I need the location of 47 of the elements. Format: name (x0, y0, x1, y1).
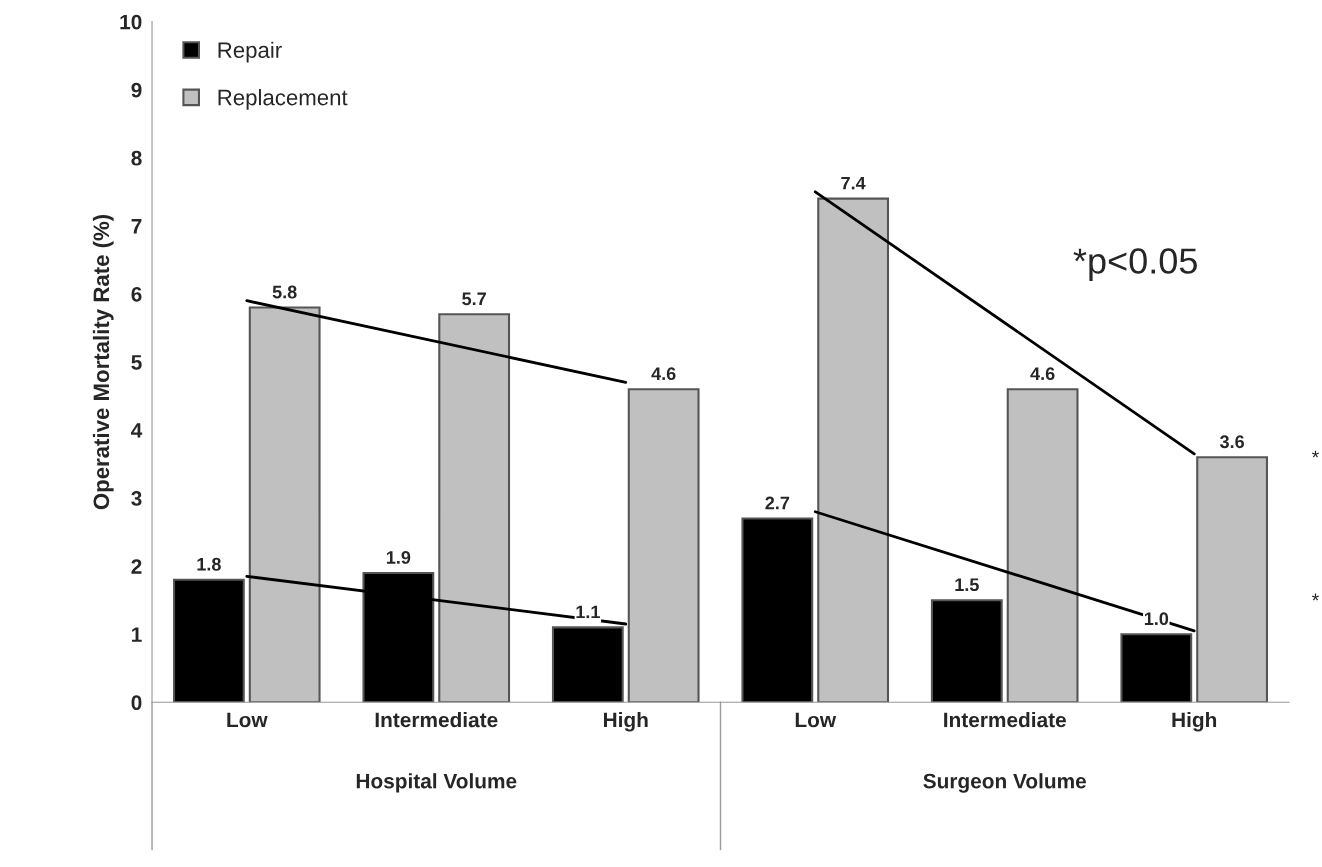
x-axis-title: Hospital Volume (356, 773, 517, 793)
data-label: 5.8 (272, 285, 297, 299)
y-tick-label: 2 (131, 559, 142, 574)
data-label: 1.9 (386, 551, 411, 564)
y-tick-label: 4 (131, 423, 143, 438)
y-tick-label: 9 (131, 82, 142, 98)
bar (248, 306, 321, 703)
bar (1196, 456, 1269, 703)
data-label: 4.6 (1030, 367, 1055, 381)
x-tick-label: Low (227, 712, 268, 728)
y-tick-label: 5 (131, 355, 142, 370)
data-label: 2.7 (765, 496, 790, 510)
bar (930, 599, 1003, 703)
x-tick-label: Intermediate (375, 711, 498, 728)
data-label: 7.4 (841, 176, 866, 190)
y-tick-label: 1 (132, 627, 142, 642)
legend-label: Repair (218, 41, 282, 63)
text: * (1312, 593, 1319, 601)
x-tick-label: Intermediate (944, 711, 1066, 728)
y-tick-label: 3 (131, 491, 142, 506)
legend-label: Replacement (218, 89, 348, 110)
y-tick-label: 6 (131, 286, 142, 302)
data-label: 1.8 (197, 557, 221, 571)
data-label: 1.0 (1144, 612, 1169, 626)
bar (627, 388, 700, 703)
data-label: 5.7 (462, 292, 486, 306)
x-tick-label: High (1172, 711, 1217, 732)
x-tick-label: Low (795, 712, 837, 728)
data-label: 1.5 (955, 578, 979, 592)
text: * (1312, 450, 1319, 458)
bar (1120, 633, 1193, 703)
bar (438, 313, 511, 703)
y-tick-label: 10 (120, 14, 142, 30)
data-label: 3.6 (1219, 435, 1244, 449)
y-axis-title: Operative Mortality Rate (%) (92, 214, 114, 510)
data-label: 1.1 (576, 605, 600, 619)
bar (741, 517, 814, 703)
data-label: 4.6 (651, 367, 676, 381)
x-tick-label: High (604, 711, 648, 732)
bar (1006, 388, 1079, 703)
y-tick-label: 0 (131, 695, 142, 711)
annotation: *p<0.05 (1073, 248, 1197, 281)
x-axis-title: Surgeon Volume (923, 773, 1087, 793)
bar (817, 197, 890, 703)
bar (172, 578, 245, 703)
y-tick-label: 8 (131, 150, 142, 166)
y-tick-label: 7 (131, 219, 142, 234)
